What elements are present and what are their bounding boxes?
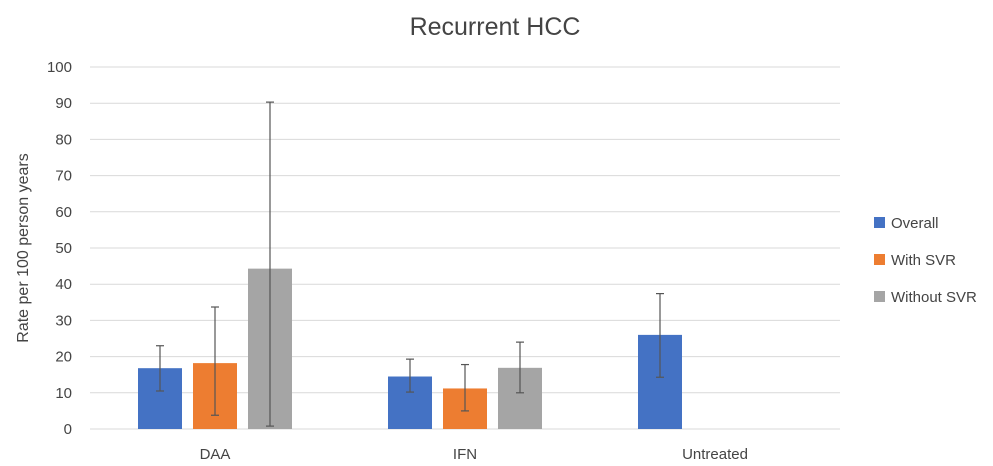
chart-title: Recurrent HCC: [410, 13, 581, 41]
legend-swatch: [874, 291, 885, 302]
y-tick-label: 50: [55, 240, 72, 257]
error-bar: [406, 358, 414, 393]
y-tick-label: 60: [55, 204, 72, 221]
legend: Overall With SVR Without SVR: [874, 215, 977, 306]
category-label: IFN: [453, 446, 477, 463]
y-tick-label: 0: [64, 421, 72, 438]
bars: [138, 268, 682, 429]
y-tick-label: 40: [55, 276, 72, 293]
legend-label: Without SVR: [891, 289, 977, 306]
y-tick-label: 20: [55, 349, 72, 366]
error-bar: [656, 293, 664, 378]
error-bar: [516, 341, 524, 394]
error-bar: [156, 345, 164, 392]
error-bar: [461, 363, 469, 412]
y-tick-label: 30: [55, 312, 72, 329]
error-bar: [211, 306, 219, 416]
y-tick-label: 90: [55, 95, 72, 112]
y-tick-label: 80: [55, 131, 72, 148]
y-tick-label: 100: [47, 59, 72, 76]
legend-item: Overall: [874, 215, 939, 232]
category-label: Untreated: [682, 446, 748, 463]
x-category-labels: DAA IFN Untreated: [200, 446, 748, 463]
error-bars: [156, 101, 664, 427]
legend-label: Overall: [891, 215, 939, 232]
legend-label: With SVR: [891, 252, 956, 269]
y-tick-label: 10: [55, 385, 72, 402]
y-axis-label: Rate per 100 person years: [15, 153, 32, 342]
y-tick-labels: 0 10 20 30 40 50 60 70 80 90 100: [47, 59, 72, 438]
legend-item: Without SVR: [874, 289, 977, 306]
legend-swatch: [874, 254, 885, 265]
legend-item: With SVR: [874, 252, 956, 269]
legend-swatch: [874, 217, 885, 228]
category-label: DAA: [200, 446, 231, 463]
y-tick-label: 70: [55, 168, 72, 185]
error-bar: [266, 101, 274, 427]
